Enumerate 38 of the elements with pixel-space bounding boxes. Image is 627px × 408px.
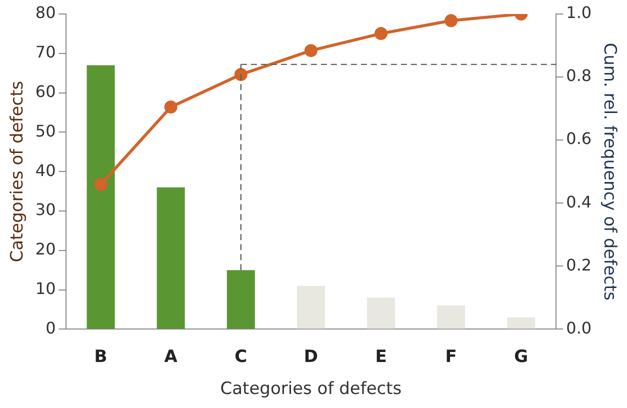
y-tick-label: 10 [35,278,56,298]
y-tick-label: 30 [35,200,56,220]
x-axis-title: Categories of defects [220,379,402,400]
y-axis-title: Categories of defects [8,80,28,262]
bar [296,286,325,329]
point [444,14,458,28]
point [234,68,248,82]
point [94,178,108,192]
bar [367,298,396,329]
bar [226,270,255,329]
y-tick-label: 40 [35,160,56,180]
y2-tick-label: 0.0 [566,318,592,338]
x-tick-label: E [375,346,387,367]
y-tick-label: 60 [35,82,56,101]
bar [156,187,185,329]
y-tick-label: 70 [35,42,56,62]
y2-tick-label: 0.8 [566,66,592,86]
point [374,27,388,40]
x-tick-label: G [514,346,528,367]
x-tick-label: D [304,346,318,367]
bar [437,306,466,329]
y-tick-label: 80 [35,3,56,22]
point [304,44,318,58]
x-tick-label: F [445,346,457,367]
y2-axis-title: Cum. rel. frequency of defects [599,42,620,301]
bar [86,65,115,329]
x-tick-label: B [94,346,108,367]
y2-tick-label: 0.6 [566,129,592,148]
y-tick-label: 0 [46,318,56,338]
y-tick-label: 50 [35,121,56,140]
bar [507,317,536,329]
x-tick-label: C [234,346,248,367]
y-tick-label: 20 [35,240,56,259]
x-tick-label: A [164,346,178,367]
y2-tick-label: 1.0 [566,3,592,22]
y2-tick-label: 0.4 [566,192,592,212]
y2-tick-label: 0.2 [566,255,592,274]
point [164,100,178,114]
